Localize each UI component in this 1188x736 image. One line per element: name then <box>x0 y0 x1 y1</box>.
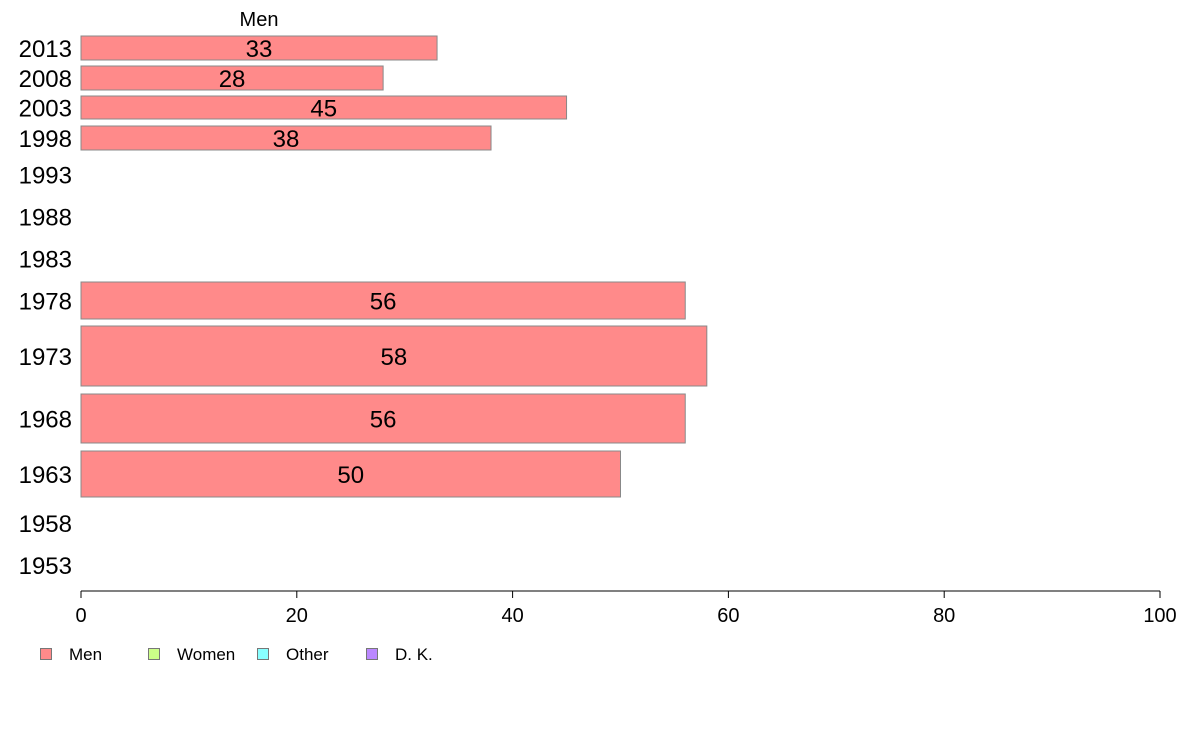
x-tick-label-60: 60 <box>717 605 739 627</box>
x-tick-label-40: 40 <box>501 605 523 627</box>
bar-1963 <box>80 450 621 498</box>
y-tick-label-2003: 2003 <box>19 96 72 123</box>
bar-2013 <box>80 35 438 61</box>
y-tick-label-1953: 1953 <box>19 553 72 580</box>
legend-swatch <box>148 648 160 660</box>
y-tick-label-2013: 2013 <box>19 36 72 63</box>
data-label-1973: 58 <box>381 344 408 371</box>
x-tick-label-20: 20 <box>286 605 308 627</box>
legend-label: Men <box>69 645 103 664</box>
data-label-1968: 56 <box>370 407 397 434</box>
bar-1978 <box>80 281 686 320</box>
y-tick-label-1968: 1968 <box>19 407 72 434</box>
y-tick-label-1998: 1998 <box>19 126 72 153</box>
bar-1968 <box>80 393 686 444</box>
y-tick-label-1973: 1973 <box>19 344 72 371</box>
y-tick-label-1958: 1958 <box>19 511 72 538</box>
data-label-2008: 28 <box>219 66 246 93</box>
legend-label: D. K. <box>395 645 433 664</box>
y-tick-label-2008: 2008 <box>19 66 72 93</box>
x-tick-label-80: 80 <box>933 605 955 627</box>
bar-2008 <box>80 65 384 91</box>
data-label-1978: 56 <box>370 289 397 316</box>
bar-1973 <box>80 325 708 387</box>
x-axis: 0 20 40 60 80 100 <box>75 590 1177 627</box>
data-label-1963: 50 <box>337 462 364 489</box>
y-tick-label-1983: 1983 <box>19 247 72 274</box>
y-tick-label-1963: 1963 <box>19 462 72 489</box>
legend-swatch <box>40 648 52 660</box>
data-label-1998: 38 <box>273 126 300 153</box>
legend-label: Other <box>286 645 329 664</box>
data-label-2013: 33 <box>246 36 273 63</box>
legend-label: Women <box>177 645 236 664</box>
y-tick-label-1993: 1993 <box>19 163 72 190</box>
bar-2003 <box>80 95 568 120</box>
legend-swatch <box>366 648 378 660</box>
x-tick-label-100: 100 <box>1143 605 1176 627</box>
legend-swatch <box>257 648 269 660</box>
data-label-2003: 45 <box>310 96 337 123</box>
bar-1998 <box>80 125 492 151</box>
x-tick-label-0: 0 <box>75 605 86 627</box>
y-tick-label-1988: 1988 <box>19 205 72 232</box>
column-title: Men <box>240 9 279 31</box>
y-tick-label-1978: 1978 <box>19 289 72 316</box>
